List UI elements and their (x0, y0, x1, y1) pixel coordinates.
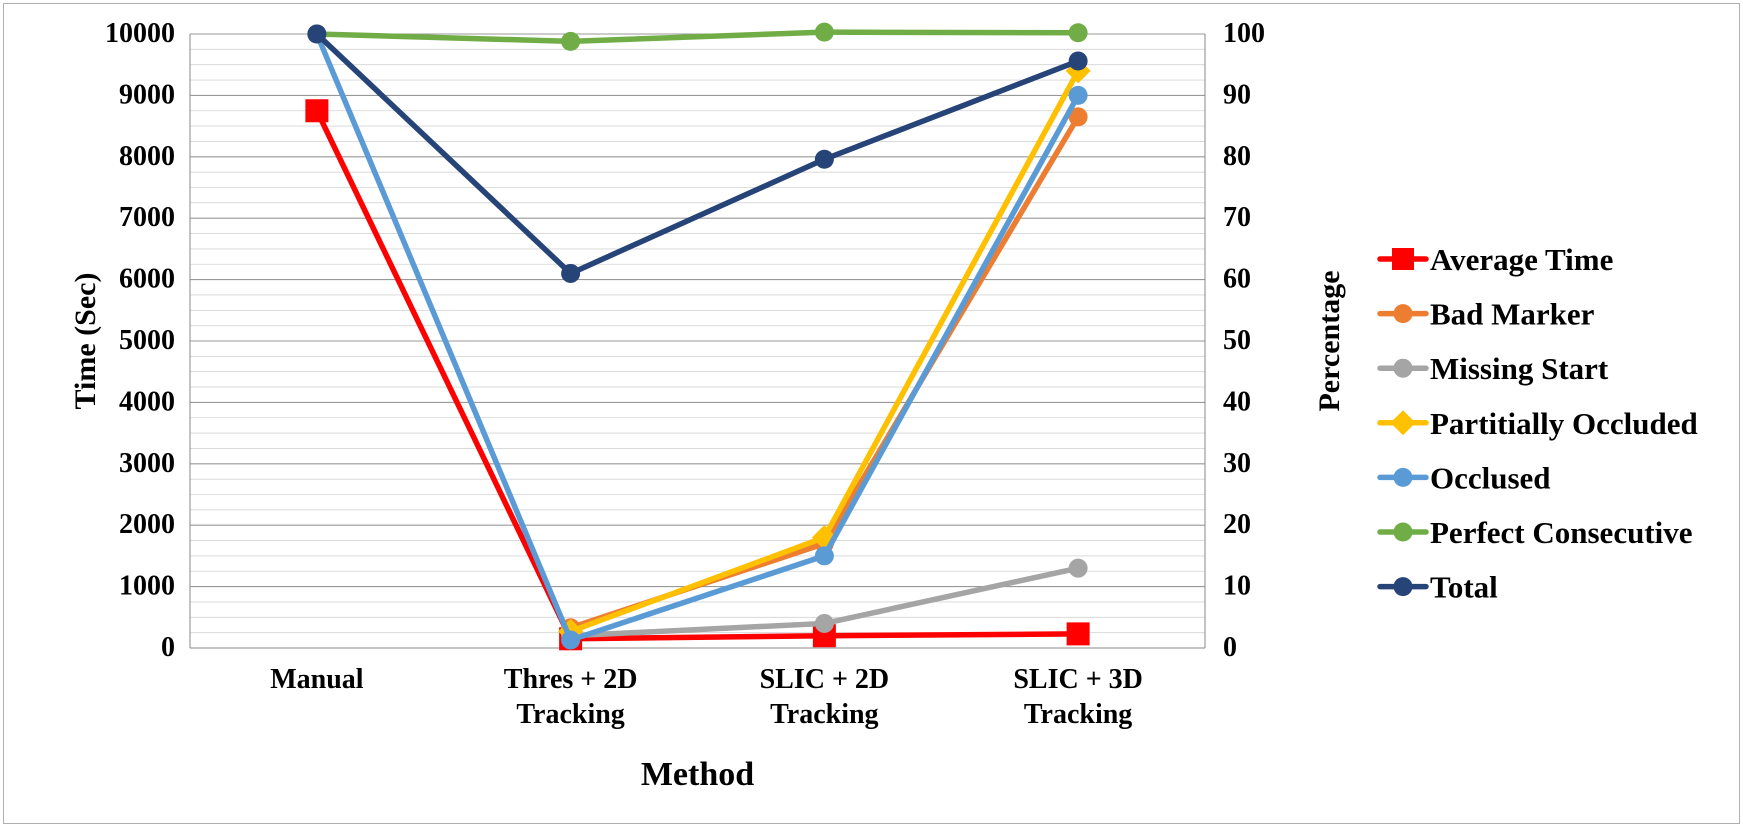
svg-text:8000: 8000 (119, 141, 175, 172)
svg-text:Tracking: Tracking (516, 699, 624, 730)
svg-text:9000: 9000 (119, 79, 175, 110)
svg-text:90: 90 (1223, 79, 1251, 110)
svg-text:7000: 7000 (119, 202, 175, 233)
svg-text:60: 60 (1223, 264, 1251, 295)
svg-text:Average Time: Average Time (1430, 242, 1613, 277)
svg-text:Total: Total (1430, 570, 1498, 605)
svg-text:Tracking: Tracking (770, 699, 878, 730)
svg-text:2000: 2000 (119, 509, 175, 540)
svg-text:70: 70 (1223, 202, 1251, 233)
svg-text:Bad Marker: Bad Marker (1430, 297, 1595, 332)
svg-text:Partitially Occluded: Partitially Occluded (1430, 406, 1698, 441)
svg-text:Occlused: Occlused (1430, 460, 1551, 495)
svg-text:6000: 6000 (119, 264, 175, 295)
svg-text:4000: 4000 (119, 386, 175, 417)
svg-text:Percentage: Percentage (1313, 270, 1346, 411)
svg-text:Missing Start: Missing Start (1430, 351, 1609, 386)
svg-text:SLIC + 3D: SLIC + 3D (1013, 664, 1143, 695)
svg-text:80: 80 (1223, 141, 1251, 172)
svg-text:10: 10 (1223, 571, 1251, 602)
svg-text:40: 40 (1223, 386, 1251, 417)
svg-text:50: 50 (1223, 325, 1251, 356)
svg-text:Manual: Manual (270, 664, 364, 695)
svg-text:0: 0 (161, 632, 175, 663)
svg-text:Perfect Consecutive: Perfect Consecutive (1430, 515, 1693, 550)
svg-text:Method: Method (641, 756, 754, 793)
svg-text:Time (Sec): Time (Sec) (69, 273, 102, 410)
svg-text:10000: 10000 (105, 18, 175, 49)
svg-text:Tracking: Tracking (1024, 699, 1132, 730)
svg-text:1000: 1000 (119, 571, 175, 602)
svg-text:30: 30 (1223, 448, 1251, 479)
svg-text:20: 20 (1223, 509, 1251, 540)
svg-text:100: 100 (1223, 18, 1265, 49)
svg-text:SLIC + 2D: SLIC + 2D (760, 664, 890, 695)
svg-text:3000: 3000 (119, 448, 175, 479)
svg-text:0: 0 (1223, 632, 1237, 663)
svg-text:5000: 5000 (119, 325, 175, 356)
svg-text:Thres + 2D: Thres + 2D (504, 664, 638, 695)
